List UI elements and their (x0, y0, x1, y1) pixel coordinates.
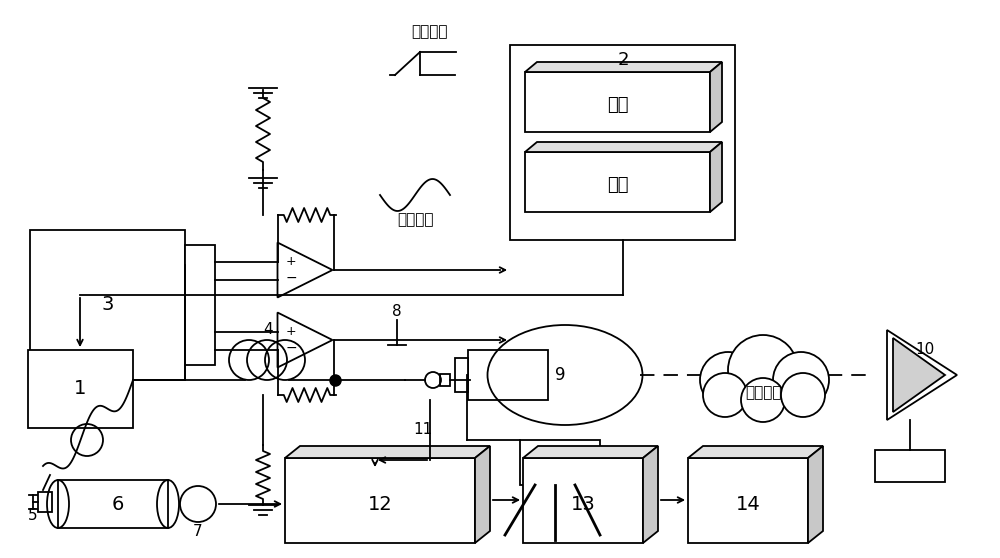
Text: +: + (286, 325, 297, 338)
Text: 12: 12 (368, 496, 392, 514)
Polygon shape (278, 312, 332, 368)
Polygon shape (523, 446, 658, 458)
Text: 9: 9 (555, 366, 565, 384)
Bar (875, 450, 945, 482)
Text: 电流: 电流 (607, 176, 629, 194)
Polygon shape (278, 243, 332, 297)
Bar (688, 458, 808, 543)
Polygon shape (887, 330, 957, 420)
Text: 温度: 温度 (607, 96, 629, 114)
Bar (58, 480, 168, 528)
Text: 调制信号: 调制信号 (397, 213, 433, 228)
Polygon shape (893, 338, 945, 412)
Bar (30, 230, 185, 380)
Polygon shape (808, 446, 823, 543)
Bar (185, 245, 215, 365)
Text: 扫描信号: 扫描信号 (412, 25, 448, 40)
Circle shape (773, 352, 829, 408)
Text: 遥测大气: 遥测大气 (745, 386, 781, 401)
Circle shape (700, 352, 756, 408)
Text: 6: 6 (112, 494, 124, 513)
Text: 13: 13 (571, 496, 595, 514)
Bar (285, 458, 475, 543)
Bar (510, 45, 735, 240)
Text: 11: 11 (413, 422, 432, 437)
Text: 10: 10 (915, 343, 935, 358)
Text: 2: 2 (617, 51, 629, 69)
Bar (455, 358, 468, 392)
Bar (440, 374, 450, 386)
Polygon shape (525, 142, 722, 152)
Circle shape (703, 373, 747, 417)
Text: 5: 5 (28, 508, 38, 523)
Circle shape (781, 373, 825, 417)
Bar (523, 458, 643, 543)
Text: −: − (285, 341, 297, 355)
Polygon shape (710, 62, 722, 132)
Text: 7: 7 (193, 525, 203, 540)
Text: 8: 8 (392, 305, 402, 320)
Polygon shape (285, 446, 490, 458)
Bar (38, 492, 52, 512)
Bar (520, 440, 600, 485)
Circle shape (741, 378, 785, 422)
Polygon shape (643, 446, 658, 543)
Circle shape (728, 335, 798, 405)
Polygon shape (710, 142, 722, 212)
Text: 14: 14 (736, 496, 760, 514)
Polygon shape (688, 446, 823, 458)
Polygon shape (525, 62, 722, 72)
Text: 4: 4 (263, 323, 273, 338)
Bar (525, 152, 710, 212)
Bar (468, 350, 548, 400)
Text: 1: 1 (74, 379, 86, 398)
Text: 3: 3 (102, 296, 114, 315)
Bar (525, 72, 710, 132)
Text: −: − (285, 271, 297, 285)
Polygon shape (475, 446, 490, 543)
Text: +: + (286, 255, 297, 268)
Bar (28, 350, 133, 428)
